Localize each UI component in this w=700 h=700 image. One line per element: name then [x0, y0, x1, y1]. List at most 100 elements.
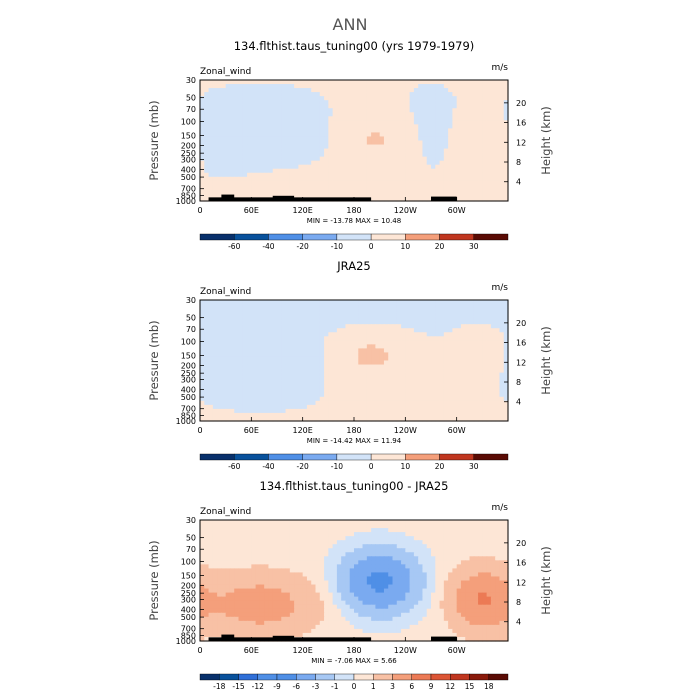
contour-cell [298, 84, 304, 89]
contour-cell [448, 392, 453, 398]
contour-cell [495, 408, 501, 414]
contour-cell [448, 160, 453, 166]
contour-cell [401, 520, 406, 525]
contour-cell [332, 184, 338, 190]
contour-cell [208, 388, 214, 394]
contour-cell [439, 80, 445, 85]
contour-cell [212, 328, 218, 333]
contour-cell [401, 188, 406, 194]
contour-cell [478, 132, 483, 138]
contour-cell [503, 360, 509, 366]
contour-cell [238, 348, 244, 354]
contour-cell [281, 308, 287, 313]
contour-cell [392, 312, 398, 317]
contour-cell [294, 540, 299, 545]
contour-cell [383, 196, 389, 202]
contour-cell [234, 112, 240, 117]
contour-cell [251, 324, 257, 329]
contour-cell [204, 332, 210, 337]
contour-cell [439, 108, 445, 113]
contour-cell [469, 356, 475, 362]
contour-cell [255, 340, 261, 345]
contour-cell [247, 416, 252, 422]
contour-cell [204, 356, 210, 362]
contour-cell [413, 380, 419, 386]
contour-cell [217, 540, 222, 545]
contour-cell [478, 120, 483, 125]
contour-cell [409, 108, 415, 113]
contour-cell [409, 308, 415, 313]
contour-cell [495, 136, 501, 142]
contour-cell [255, 112, 261, 117]
contour-cell [456, 316, 462, 321]
contour-cell [315, 300, 321, 305]
contour-cell [238, 324, 244, 329]
contour-cell [277, 124, 282, 129]
contour-cell [238, 104, 244, 109]
contour-cell [495, 396, 501, 402]
contour-cell [388, 132, 394, 138]
contour-cell [294, 320, 299, 325]
contour-cell [405, 388, 411, 394]
contour-cell [439, 192, 445, 198]
contour-cell [247, 160, 252, 166]
contour-cell [486, 96, 492, 101]
contour-cell [349, 340, 355, 345]
contour-cell [217, 192, 222, 198]
contour-cell [448, 416, 453, 422]
contour-cell [234, 372, 240, 378]
contour-cell [383, 528, 389, 533]
contour-cell [289, 356, 295, 362]
contour-cell [383, 540, 389, 545]
contour-cell [405, 328, 411, 333]
contour-cell [302, 88, 308, 93]
contour-cell [311, 392, 317, 398]
contour-cell [465, 524, 471, 529]
contour-cell [439, 336, 445, 341]
contour-cell [349, 120, 355, 125]
contour-cell [294, 332, 299, 337]
contour-cell [208, 128, 214, 134]
contour-cell [238, 144, 244, 150]
contour-cell [473, 344, 479, 349]
contour-cell [259, 108, 265, 113]
contour-cell [315, 120, 321, 125]
contour-cell [405, 112, 411, 117]
contour-cell [448, 88, 453, 93]
contour-cell [294, 128, 299, 134]
contour-cell [443, 96, 449, 101]
colorbar-label: -40 [262, 242, 274, 251]
contour-cell [332, 368, 338, 374]
contour-cell [324, 384, 329, 390]
contour-cell [431, 144, 436, 150]
colorbar: -60 -40 -20 -10 0 10 20 30 [199, 233, 509, 251]
contour-cell [375, 116, 381, 121]
contour-cell [465, 352, 471, 358]
y-tick-label: 70 [186, 325, 196, 334]
contour-cell [247, 192, 252, 198]
contour-cell [221, 108, 227, 113]
contour-cell [200, 524, 205, 529]
contour-cell [212, 172, 218, 178]
contour-cell [255, 344, 261, 349]
contour-cell [379, 348, 385, 354]
contour-cell [294, 532, 299, 537]
contour-cell [405, 116, 411, 121]
contour-cell [422, 104, 428, 109]
contour-cell [281, 304, 287, 309]
contour-cell [401, 544, 406, 549]
contour-cell [478, 96, 483, 101]
contour-cell [328, 308, 334, 313]
colorbar-label: -10 [331, 462, 343, 471]
contour-cell [362, 524, 368, 529]
contour-cell [247, 112, 252, 117]
contour-cell [443, 184, 449, 190]
contour-cell [229, 392, 235, 398]
contour-cell [332, 112, 338, 117]
contour-cell [383, 372, 389, 378]
contour-cell [336, 144, 342, 150]
contour-cell [238, 320, 244, 325]
contour-cell [495, 524, 501, 529]
contour-cell [401, 196, 406, 202]
contour-cell [315, 412, 321, 418]
